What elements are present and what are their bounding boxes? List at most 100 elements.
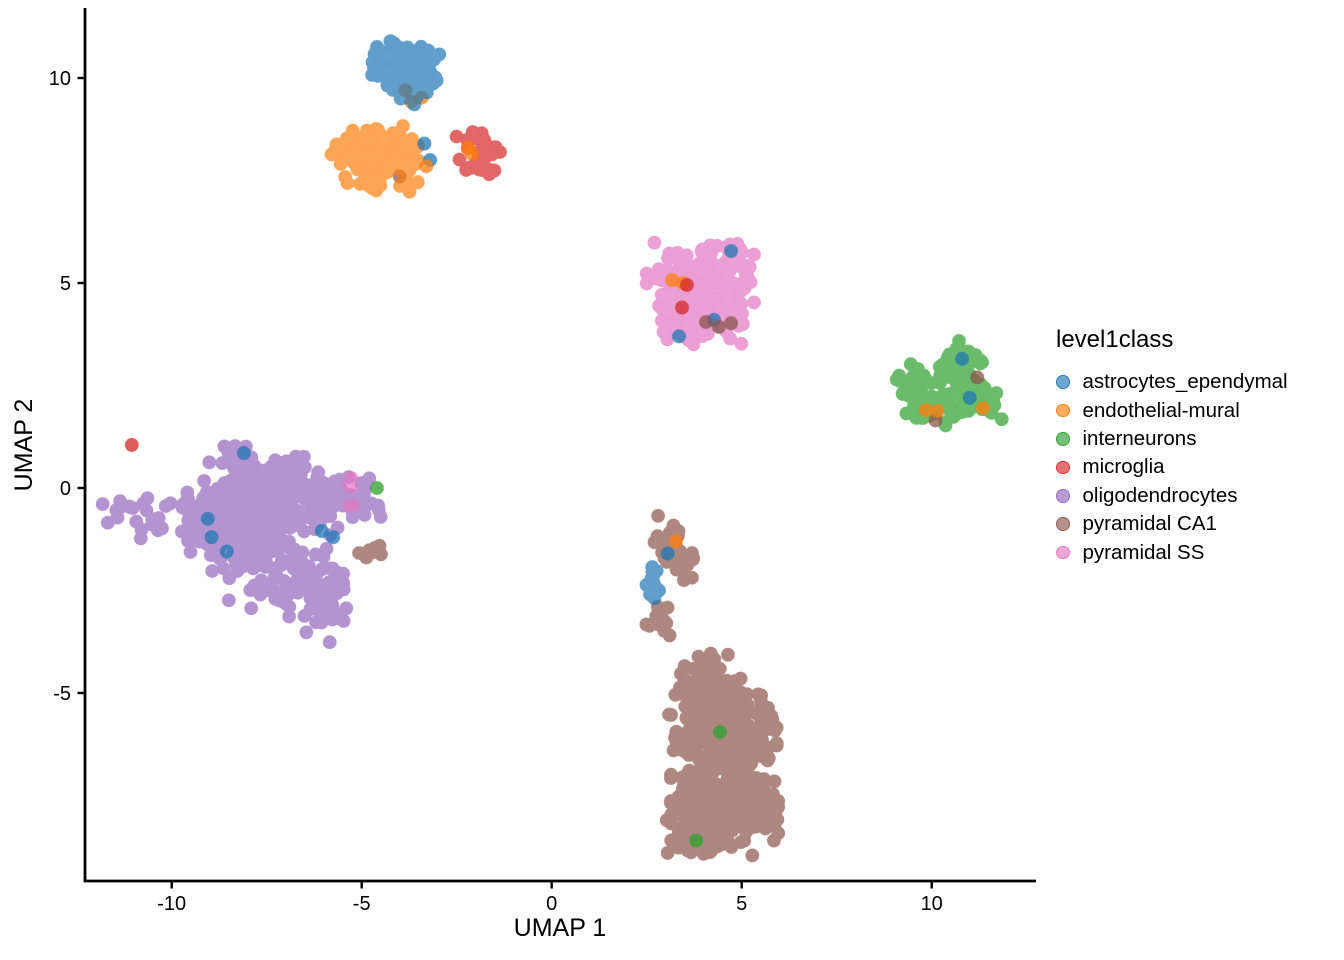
data-point <box>686 337 701 352</box>
data-point <box>742 757 757 773</box>
data-point <box>299 625 314 640</box>
cluster-endothelial-mural <box>324 118 426 199</box>
outlier-interneurons <box>688 833 704 848</box>
x-axis-ticks: -10 -5 0 5 10 <box>157 881 943 915</box>
data-point <box>661 707 677 722</box>
data-point <box>300 574 315 590</box>
outlier-pyramidal-CA1 <box>723 315 739 331</box>
outlier-microglia <box>679 277 695 293</box>
data-point <box>350 162 365 177</box>
cluster-interneurons <box>889 333 1010 433</box>
data-point <box>767 774 782 789</box>
data-point <box>711 319 727 335</box>
data-point <box>180 491 196 507</box>
data-point <box>663 816 679 831</box>
legend-dot-icon <box>1056 403 1070 418</box>
legend-label: oligodendrocytes <box>1082 483 1238 507</box>
outlier-astrocytes-ependymal <box>723 243 739 259</box>
outlier-interneurons <box>712 724 728 740</box>
outlier-astrocytes-ependymal <box>200 511 216 527</box>
data-point <box>760 700 776 716</box>
data-point <box>314 547 330 563</box>
data-point <box>204 563 220 579</box>
data-point <box>219 544 235 559</box>
data-point <box>221 480 236 496</box>
data-point <box>639 617 654 632</box>
data-point <box>339 601 354 616</box>
data-point <box>388 154 404 169</box>
data-point <box>656 614 672 630</box>
data-point <box>204 529 219 545</box>
data-point <box>699 268 715 283</box>
data-point <box>340 175 355 191</box>
data-point <box>252 507 268 523</box>
data-point <box>294 555 310 570</box>
data-point <box>695 792 711 808</box>
outlier-pyramidal-CA1 <box>698 314 714 330</box>
data-point <box>700 693 716 709</box>
data-point <box>954 351 970 367</box>
legend-item-pyramidal-CA1: pyramidal CA1 <box>1056 510 1288 538</box>
data-point <box>761 750 777 766</box>
y-tick-label: 5 <box>60 273 71 295</box>
x-tick-label: -5 <box>353 893 371 915</box>
legend-dot-icon <box>1056 517 1070 531</box>
legend-dot-icon <box>1056 489 1070 503</box>
data-point <box>325 612 340 627</box>
data-point <box>269 568 285 584</box>
x-tick-label: -10 <box>157 893 186 915</box>
data-point <box>732 795 748 810</box>
x-axis-title: UMAP 1 <box>514 914 607 942</box>
data-point <box>970 370 985 385</box>
data-point <box>244 539 260 555</box>
legend-item-endothelial-mural: endothelial-mural <box>1056 396 1288 424</box>
data-point <box>266 540 282 556</box>
data-point <box>196 490 211 506</box>
outlier-endothelial-mural <box>975 400 991 416</box>
data-point <box>365 55 380 70</box>
outlier-astrocytes-ependymal <box>660 546 675 561</box>
outlier-astrocytes-ependymal <box>236 445 252 461</box>
data-point <box>723 243 739 259</box>
data-point <box>666 743 681 758</box>
data-point <box>282 540 297 556</box>
data-point <box>325 561 340 576</box>
data-point <box>314 523 330 539</box>
legend-label: pyramidal SS <box>1082 540 1205 564</box>
data-point <box>243 601 259 616</box>
cluster-pyramidal-CA1 <box>351 508 786 863</box>
data-point <box>410 46 426 62</box>
data-point <box>645 564 661 580</box>
data-point <box>745 848 760 863</box>
data-point <box>975 387 990 403</box>
data-point <box>370 143 386 159</box>
data-point <box>736 726 752 742</box>
data-point <box>278 491 294 507</box>
data-point <box>325 529 341 545</box>
data-point <box>463 160 479 176</box>
data-point <box>703 666 718 681</box>
data-point <box>722 706 738 721</box>
y-axis-ticks: -5 0 5 10 <box>49 68 85 705</box>
x-tick-label: 0 <box>546 893 557 915</box>
data-point <box>409 89 425 105</box>
data-point <box>481 166 497 182</box>
data-point <box>646 584 661 600</box>
outlier-endothelial-mural <box>419 158 434 174</box>
data-point <box>263 459 279 475</box>
outlier-endothelial-mural <box>930 403 945 419</box>
data-point <box>379 165 395 180</box>
data-point <box>647 235 662 250</box>
data-point <box>380 48 395 64</box>
data-point <box>930 403 945 419</box>
data-point <box>368 159 384 175</box>
data-point <box>719 266 734 282</box>
data-point <box>770 812 785 827</box>
data-point <box>321 575 337 590</box>
data-point <box>932 375 948 391</box>
data-point <box>361 471 377 486</box>
outlier-astrocytes-ependymal <box>204 529 219 545</box>
data-point <box>688 833 704 848</box>
scatter-points-layer <box>95 33 1010 863</box>
data-point <box>373 547 389 562</box>
